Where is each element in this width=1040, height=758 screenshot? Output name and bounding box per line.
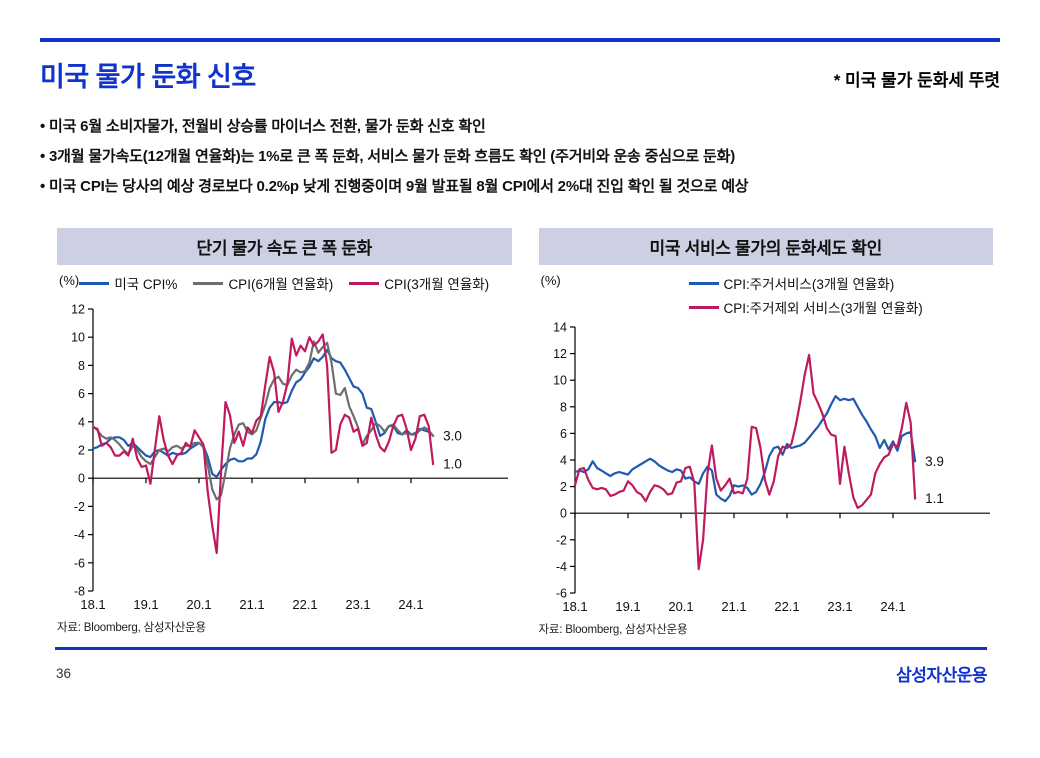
x-tick-label: 20.1 xyxy=(186,597,211,612)
x-tick-label: 24.1 xyxy=(880,599,905,614)
y-tick-label: -4 xyxy=(74,528,85,542)
legend-zone-right: (%) CPI:주거서비스(3개월 연율화) CPI:주거제외 서비스(3개월 연… xyxy=(539,273,994,319)
legend-label: CPI:주거서비스(3개월 연율화) xyxy=(723,277,895,292)
series-line-1 xyxy=(573,353,916,571)
y-tick-label: -6 xyxy=(555,587,566,601)
y-tick-label: 4 xyxy=(78,415,85,429)
legend-left: 미국 CPI% CPI(6개월 연율화) CPI(3개월 연율화) xyxy=(57,273,512,293)
y-tick-label: 6 xyxy=(560,427,567,441)
bullet-item-3: • 미국 CPI는 당사의 예상 경로보다 0.2%p 낮게 진행중이며 9월 … xyxy=(40,178,749,195)
x-tick-label: 20.1 xyxy=(668,599,693,614)
y-tick-label: 12 xyxy=(71,303,85,317)
company-logo: 삼성자산운용 xyxy=(896,666,987,685)
page-number: 36 xyxy=(56,666,72,681)
y-tick-label: -6 xyxy=(74,556,85,570)
source-note-left: 자료: Bloomberg, 삼성자산운용 xyxy=(57,622,206,634)
legend-right: CPI:주거서비스(3개월 연율화) CPI:주거제외 서비스(3개월 연율화) xyxy=(688,273,994,317)
legend-zone-left: (%) 미국 CPI% CPI(6개월 연율화) CPI(3개월 연율화) xyxy=(57,273,512,301)
legend-swatch xyxy=(349,281,380,285)
chart-panels: 단기 물가 속도 큰 폭 둔화 (%) 미국 CPI% CPI(6개월 연율화) C… xyxy=(57,228,993,637)
panel-services-cpi: 미국 서비스 물가의 둔화세도 확인 (%) CPI:주거서비스(3개월 연율화… xyxy=(538,228,994,637)
legend-swatch xyxy=(79,281,110,285)
y-tick-label: 8 xyxy=(78,359,85,373)
x-tick-label: 21.1 xyxy=(721,599,746,614)
x-tick-label: 23.1 xyxy=(345,597,370,612)
y-tick-label: 2 xyxy=(560,480,567,494)
x-tick-label: 22.1 xyxy=(774,599,799,614)
y-tick-label: 8 xyxy=(560,400,567,414)
y-tick-label: -4 xyxy=(555,560,566,574)
y-tick-label: 4 xyxy=(560,454,567,468)
bullet-item-2: • 3개월 물가속도(12개월 연율화)는 1%로 큰 폭 둔화, 서비스 물가… xyxy=(40,148,735,165)
legend-swatch xyxy=(688,305,719,309)
y-tick-label: 0 xyxy=(78,472,85,486)
series-line-2 xyxy=(91,333,435,554)
series-line-1 xyxy=(91,340,435,501)
panel-header-right: 미국 서비스 물가의 둔화세도 확인 xyxy=(538,228,993,265)
y-tick-label: 2 xyxy=(78,444,85,458)
y-unit-label-left: (%) xyxy=(59,273,80,288)
x-tick-label: 24.1 xyxy=(398,597,423,612)
title-row: 미국 물가 둔화 신호 * 미국 물가 둔화세 뚜렷 xyxy=(40,55,1000,94)
x-tick-label: 18.1 xyxy=(562,599,587,614)
x-tick-label: 23.1 xyxy=(827,599,852,614)
panel-short-term-cpi: 단기 물가 속도 큰 폭 둔화 (%) 미국 CPI% CPI(6개월 연율화) C… xyxy=(57,228,512,637)
page-title: 미국 물가 둔화 신호 xyxy=(40,62,256,92)
legend-label: 미국 CPI% xyxy=(114,277,178,292)
title-side-note: * 미국 물가 둔화세 뚜렷 xyxy=(833,71,1000,90)
x-tick-label: 19.1 xyxy=(615,599,640,614)
y-tick-label: -2 xyxy=(555,533,566,547)
legend-item: CPI(6개월 연율화) xyxy=(193,273,333,293)
y-tick-label: 0 xyxy=(560,507,567,521)
top-rule xyxy=(40,38,1000,42)
legend-item: CPI:주거제외 서비스(3개월 연율화) xyxy=(688,297,923,317)
y-unit-label-right: (%) xyxy=(540,273,561,288)
y-tick-label: 10 xyxy=(553,374,567,388)
legend-label: CPI:주거제외 서비스(3개월 연율화) xyxy=(723,301,923,316)
slide-page: 미국 물가 둔화 신호 * 미국 물가 둔화세 뚜렷 • 미국 6월 소비자물가… xyxy=(0,38,1040,686)
y-tick-label: 6 xyxy=(78,387,85,401)
end-label: 3.9 xyxy=(925,454,944,469)
legend-label: CPI(3개월 연율화) xyxy=(384,277,490,292)
x-tick-label: 21.1 xyxy=(239,597,264,612)
bullet-item-1: • 미국 6월 소비자물가, 전월비 상승률 마이너스 전환, 물가 둔화 신호… xyxy=(40,118,486,135)
legend-label: CPI(6개월 연율화) xyxy=(228,277,334,292)
y-tick-label: -2 xyxy=(74,500,85,514)
bottom-rule xyxy=(55,647,987,650)
line-chart-cpi-momentum: 18.1 19.1 20.1 21.1 22.1 23.1 24.1 12 10 8 6 4 2 0 -2 -… xyxy=(71,303,508,612)
source-note-right: 자료: Bloomberg, 삼성자산운용 xyxy=(538,624,688,636)
y-tick-label: 10 xyxy=(71,331,85,345)
legend-swatch xyxy=(688,281,719,285)
end-label: 3.0 xyxy=(443,428,462,443)
y-tick-label: 14 xyxy=(553,321,567,335)
y-tick-label: -8 xyxy=(74,585,85,599)
footer: 36 삼성자산운용 xyxy=(40,661,1000,686)
end-label: 1.1 xyxy=(925,491,944,506)
legend-swatch xyxy=(193,281,224,285)
legend-item: CPI(3개월 연율화) xyxy=(349,273,489,293)
y-tick-label: 12 xyxy=(553,347,567,361)
legend-item: CPI:주거서비스(3개월 연율화) xyxy=(688,273,895,293)
bullet-list: • 미국 6월 소비자물가, 전월비 상승률 마이너스 전환, 물가 둔화 신호… xyxy=(40,112,1000,202)
x-tick-label: 22.1 xyxy=(292,597,317,612)
x-tick-label: 18.1 xyxy=(80,597,105,612)
legend-item: 미국 CPI% xyxy=(79,273,177,293)
x-tick-label: 19.1 xyxy=(133,597,158,612)
end-label: 1.0 xyxy=(443,457,462,472)
panel-header-left: 단기 물가 속도 큰 폭 둔화 xyxy=(57,228,512,265)
line-chart-services-cpi: 18.1 19.1 20.1 21.1 22.1 23.1 24.1 14 12 10 8 6 4 2 0 -… xyxy=(553,321,990,614)
